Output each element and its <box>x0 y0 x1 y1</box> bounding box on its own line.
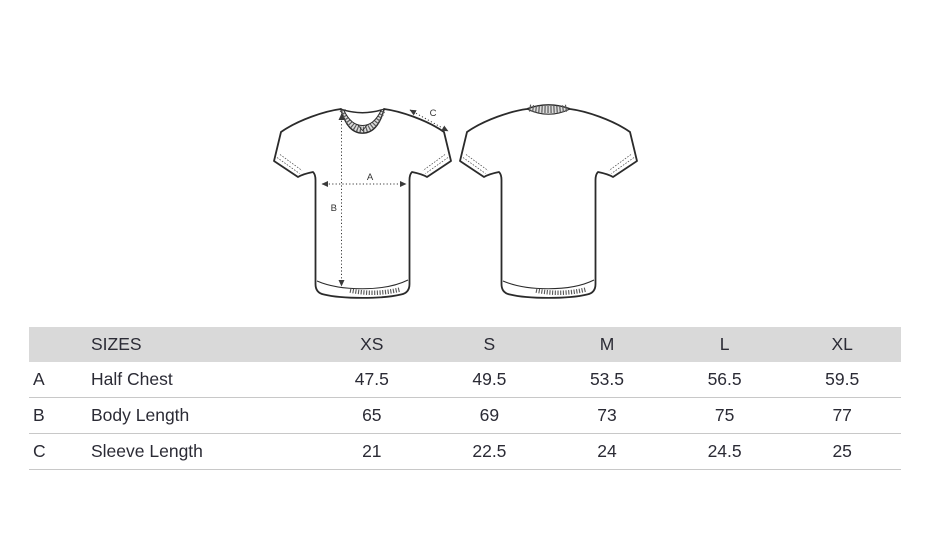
size-value-cell: 25 <box>832 440 852 461</box>
measurement-label-c: C <box>430 108 437 119</box>
size-value-cell: 77 <box>832 404 852 425</box>
row-label: Sleeve Length <box>91 440 203 461</box>
row-letter: A <box>33 368 45 389</box>
front-hem-line <box>316 279 409 290</box>
table-row-half-chest: A Half Chest 47.5 49.5 53.5 56.5 59.5 <box>29 362 901 398</box>
tshirt-front-view: A B C <box>273 108 452 299</box>
size-value-cell: 73 <box>597 404 617 425</box>
back-right-cuff-stitching <box>608 154 635 174</box>
tshirt-front-outline <box>273 108 452 299</box>
front-left-cuff-stitching <box>276 154 303 174</box>
header-col-xl: XL <box>831 333 853 354</box>
row-letter: B <box>33 404 45 425</box>
size-value-cell: 47.5 <box>354 368 389 389</box>
row-label: Body Length <box>91 404 190 425</box>
row-label: Half Chest <box>91 368 173 389</box>
header-sizes-label: SIZES <box>91 333 142 354</box>
back-left-cuff-stitching <box>462 154 489 174</box>
tshirt-back-outline <box>459 104 638 299</box>
table-row-sleeve-length: C Sleeve Length 21 22.5 24 24.5 25 <box>29 434 901 470</box>
size-value-cell: 69 <box>479 404 500 425</box>
size-value-cell: 56.5 <box>707 368 742 389</box>
size-table-header-row: SIZES XS S M L XL <box>29 327 901 362</box>
measurement-arrow-c: C <box>409 108 449 132</box>
back-hem-stitching <box>535 287 587 295</box>
measurement-label-a: A <box>367 172 374 183</box>
header-col-xs: XS <box>360 333 384 354</box>
size-value-cell: 65 <box>362 404 382 425</box>
tshirt-measurement-diagram: A B C <box>273 104 638 299</box>
front-hem-stitching <box>349 287 401 295</box>
table-row-body-length: B Body Length 65 69 73 75 77 <box>29 398 901 434</box>
header-col-m: M <box>599 333 615 354</box>
size-value-cell: 21 <box>362 440 382 461</box>
measurement-arrow-b: B <box>331 113 345 287</box>
size-value-cell: 24 <box>597 440 617 461</box>
size-value-cell: 59.5 <box>825 368 860 389</box>
size-value-cell: 53.5 <box>589 368 625 389</box>
front-collar-ribbing <box>339 108 386 133</box>
size-table: SIZES XS S M L XL A Half Chest 47.5 49.5… <box>29 327 901 470</box>
header-col-l: L <box>719 333 730 354</box>
back-collar-ribbing <box>528 104 569 113</box>
front-hanger-loop <box>357 124 368 132</box>
size-value-cell: 22.5 <box>472 440 507 461</box>
back-hem-line <box>502 279 595 290</box>
header-col-s: S <box>483 333 496 354</box>
size-value-cell: 24.5 <box>707 440 742 461</box>
front-collar-opening <box>343 109 382 126</box>
size-value-cell: 75 <box>714 404 735 425</box>
front-right-cuff-stitching <box>422 154 449 174</box>
measurement-label-b: B <box>331 203 337 214</box>
measurement-arrow-a: A <box>321 172 407 187</box>
tshirt-back-view <box>459 104 638 299</box>
row-letter: C <box>33 440 46 461</box>
size-value-cell: 49.5 <box>472 368 507 389</box>
